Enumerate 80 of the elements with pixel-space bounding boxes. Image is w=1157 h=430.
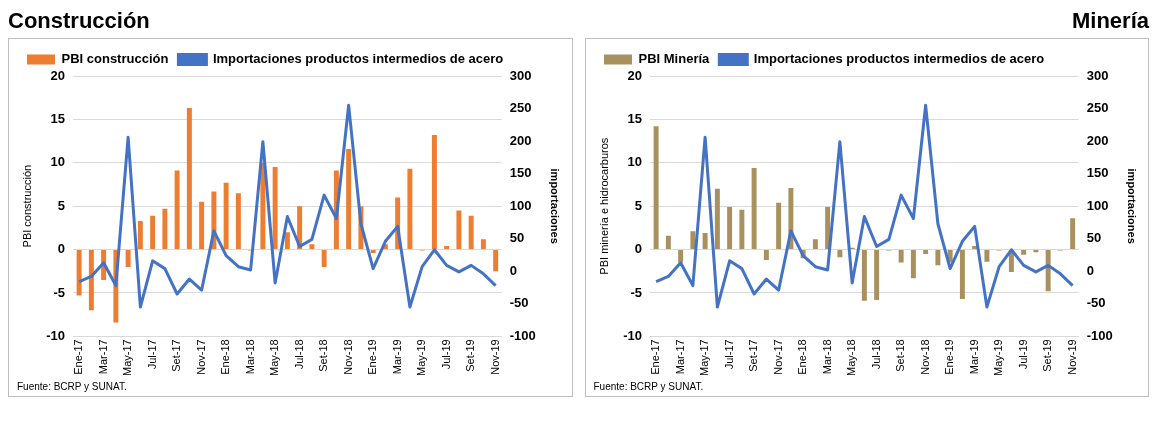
y2-tick-label: 300 [509, 67, 532, 83]
y2-tick-label: 0 [509, 262, 518, 278]
x-tick-label: Mar-18 [243, 339, 256, 375]
x-tick-label: Jul-19 [439, 339, 452, 370]
x-tick-label: Nov-18 [341, 339, 354, 375]
legend-label: PBI construcción [61, 51, 169, 67]
y-tick-label: 20 [627, 67, 642, 83]
y2-tick-label: 50 [509, 230, 525, 246]
y2-tick-label: -50 [509, 295, 529, 311]
legend-label: PBI Minería [638, 51, 710, 67]
x-tick-label: Ene-18 [795, 339, 808, 375]
x-tick-label: Mar-17 [673, 339, 686, 375]
x-tick-label: Jul-19 [1016, 339, 1029, 370]
y-tick-label: 5 [57, 197, 65, 213]
y-tick-label: -10 [46, 327, 65, 343]
x-tick-label: Ene-19 [366, 339, 379, 375]
x-tick-label: Ene-19 [942, 339, 955, 375]
x-tick-label: May-18 [268, 339, 281, 377]
y2-tick-label: -100 [509, 327, 536, 343]
y2-tick-label: 200 [509, 132, 532, 148]
x-tick-label: Nov-18 [918, 339, 931, 375]
y-tick-label: 15 [627, 110, 642, 126]
y-axis-title: PBI construcción [20, 164, 33, 248]
y-tick-label: 15 [50, 110, 65, 126]
y-tick-label: 10 [50, 154, 65, 170]
x-tick-label: Set-17 [170, 339, 183, 372]
x-tick-label: Ene-17 [72, 339, 85, 375]
y-tick-label: 0 [57, 241, 65, 257]
y-tick-label: 20 [50, 67, 65, 83]
y2-tick-label: 0 [1086, 262, 1094, 278]
x-tick-label: Jul-17 [145, 339, 158, 370]
x-tick-label: Ene-18 [219, 339, 232, 375]
x-tick-label: Nov-17 [194, 339, 207, 375]
x-tick-label: Jul-18 [292, 339, 305, 370]
y-tick-label: 0 [634, 241, 642, 257]
y2-tick-label: -50 [1086, 295, 1106, 311]
y2-tick-label: 150 [509, 165, 532, 181]
y2-axis-title: importaciones [1125, 168, 1138, 244]
x-tick-label: May-17 [121, 339, 134, 377]
x-tick-label: May-19 [415, 339, 428, 377]
y-tick-label: 5 [634, 197, 642, 213]
x-tick-label: Set-18 [317, 339, 330, 372]
x-tick-label: Mar-19 [967, 339, 980, 375]
y2-tick-label: 50 [1086, 230, 1101, 246]
y-tick-label: -5 [53, 284, 65, 300]
y2-tick-label: 250 [509, 100, 532, 116]
y2-axis-title: importaciones [549, 168, 562, 244]
x-tick-label: Mar-17 [96, 339, 109, 375]
x-tick-label: Jul-18 [869, 339, 882, 370]
x-tick-label: Ene-17 [648, 339, 661, 375]
x-tick-label: Set-17 [746, 339, 759, 372]
y2-tick-label: 250 [1086, 100, 1108, 116]
y2-tick-label: 100 [1086, 197, 1108, 213]
x-tick-label: Nov-19 [1065, 339, 1078, 375]
x-tick-label: Set-19 [1040, 339, 1053, 372]
y-tick-label: 10 [627, 154, 642, 170]
y-tick-label: -5 [629, 284, 642, 300]
source-note: Fuente: BCRP y SUNAT. [592, 381, 705, 392]
x-tick-label: Nov-19 [488, 339, 501, 375]
source-note: Fuente: BCRP y SUNAT. [16, 381, 128, 392]
x-tick-label: Jul-17 [722, 339, 735, 370]
y-tick-label: -10 [622, 327, 642, 343]
x-tick-label: Mar-19 [390, 339, 403, 375]
chart-title: Minería [1070, 8, 1149, 35]
y2-tick-label: 300 [1086, 67, 1108, 83]
y2-tick-label: 200 [1086, 132, 1108, 148]
y2-tick-label: 150 [1086, 165, 1108, 181]
x-tick-label: Set-18 [893, 339, 906, 372]
chart-title: Construcción [8, 8, 151, 35]
y2-tick-label: -100 [1086, 327, 1113, 343]
x-tick-label: Mar-18 [820, 339, 833, 375]
x-tick-label: May-17 [697, 339, 710, 377]
y-axis-title: PBI minería e hidrocarburos [597, 137, 610, 275]
y2-tick-label: 100 [509, 197, 532, 213]
x-tick-label: Nov-17 [771, 339, 784, 375]
x-tick-label: Set-19 [464, 339, 477, 372]
legend-label: Importaciones productos intermedios de acero [212, 51, 504, 67]
legend-label: Importaciones productos intermedios de acero [753, 51, 1044, 67]
x-tick-label: May-19 [991, 339, 1004, 377]
x-tick-label: May-18 [844, 339, 857, 377]
